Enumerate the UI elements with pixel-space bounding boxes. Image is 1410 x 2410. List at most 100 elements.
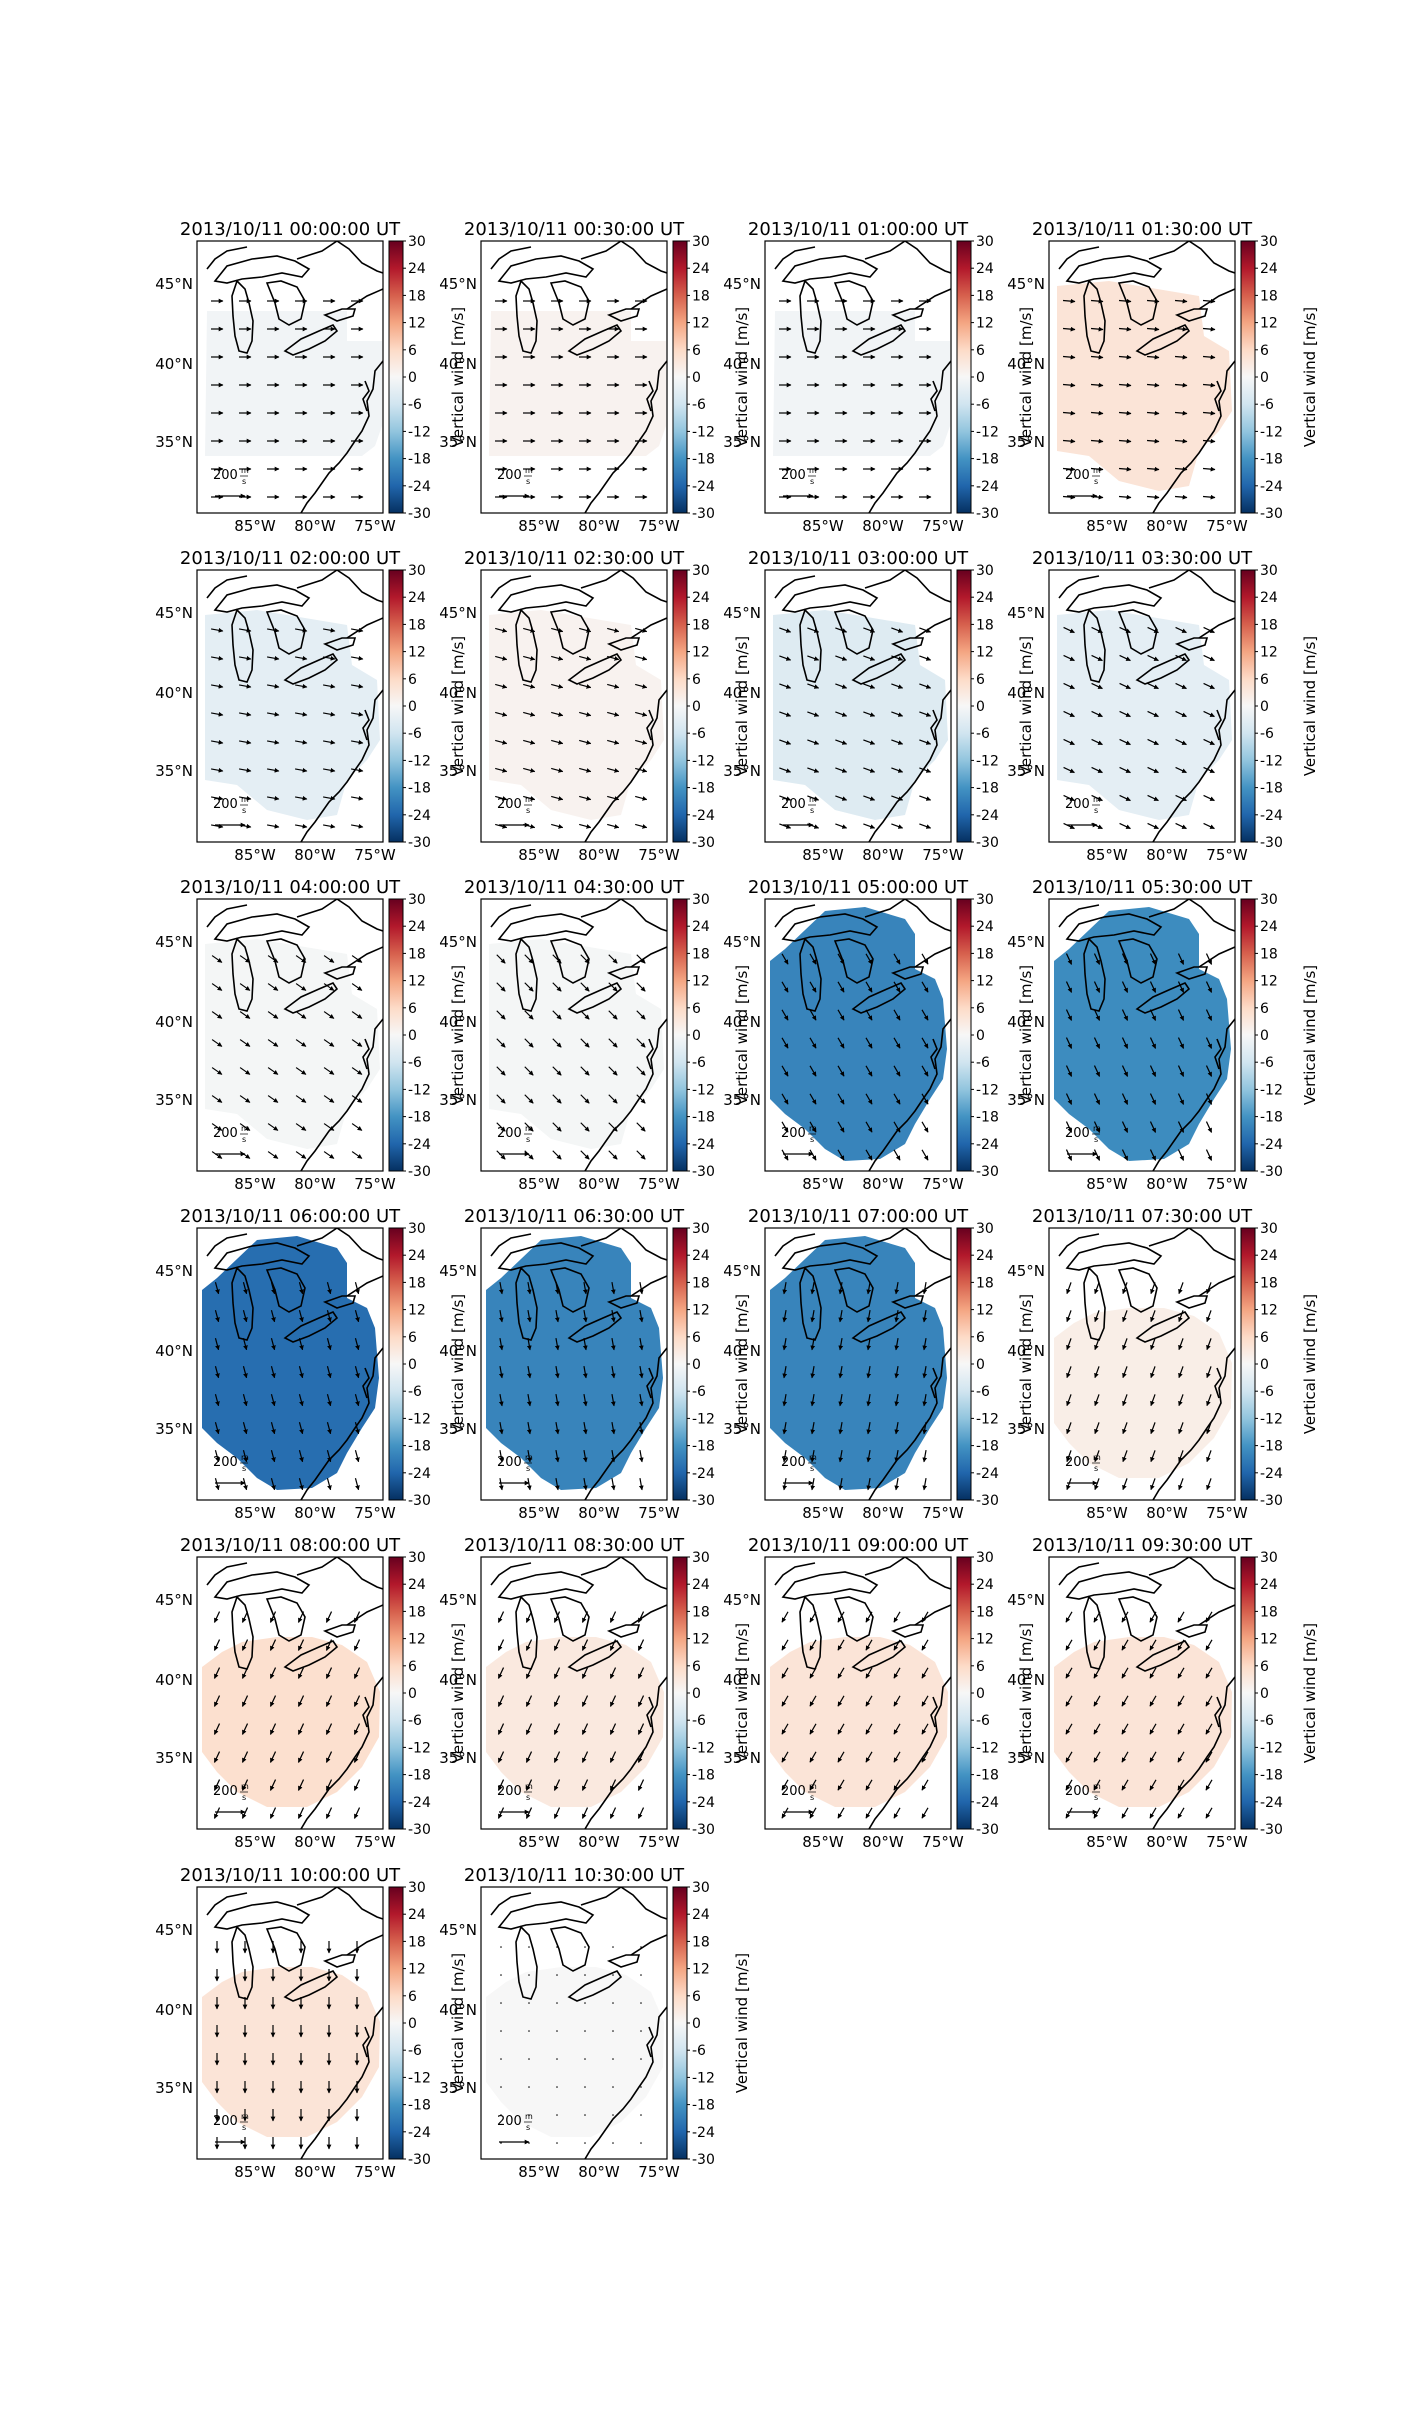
- wind-arrow: [213, 1807, 221, 1819]
- wind-arrow: [1093, 1149, 1101, 1161]
- wind-arrow: [865, 1149, 873, 1161]
- coastline: [567, 1970, 623, 2002]
- lon-tick-label: 80°W: [578, 846, 620, 864]
- wind-arrow: [1178, 1478, 1184, 1491]
- colorbar-label: Vertical wind [m/s]: [733, 307, 751, 447]
- wind-arrow: [554, 1449, 560, 1463]
- wind-arrow: [809, 953, 817, 965]
- map-area: [486, 1228, 667, 1500]
- reference-arrow-label: 200: [781, 468, 806, 483]
- wind-arrow: [1093, 1807, 1101, 1819]
- wind-field-region: [1057, 281, 1232, 491]
- colorbar-tick-label: -6: [976, 1384, 990, 1400]
- colorbar-tick-label: 6: [692, 1989, 701, 2005]
- wind-arrow: [267, 955, 279, 963]
- wind-arrow: [1119, 822, 1131, 830]
- wind-arrow: [1121, 1009, 1129, 1021]
- wind-arrow: [638, 1281, 644, 1295]
- wind-arrow: [1203, 766, 1215, 774]
- reference-unit-denominator: s: [810, 1135, 814, 1144]
- wind-arrow: [1206, 1422, 1212, 1435]
- wind-arrow: [323, 1151, 335, 1159]
- wind-arrow: [294, 823, 308, 829]
- lat-tick-label: 40°N: [439, 355, 477, 373]
- coastline: [300, 1018, 383, 1171]
- wind-arrow: [266, 655, 280, 661]
- wind-arrow: [269, 1611, 277, 1623]
- coastline: [296, 1557, 383, 1626]
- wind-arrow: [523, 655, 536, 661]
- wind-arrow: [552, 1094, 562, 1104]
- wind-arrow: [610, 1477, 616, 1491]
- lat-tick-label: 45°N: [439, 1921, 477, 1939]
- wind-arrow: [552, 1122, 562, 1132]
- wind-arrow: [294, 655, 308, 661]
- lon-tick-label: 85°W: [518, 1833, 560, 1851]
- lon-tick-label: 85°W: [518, 1175, 560, 1193]
- wind-arrow: [1094, 1338, 1100, 1351]
- wind-arrow: [921, 1037, 929, 1049]
- wind-arrow: [863, 627, 876, 633]
- coastline: [1135, 653, 1191, 685]
- coastline: [322, 308, 357, 322]
- colorbar: [1240, 240, 1256, 514]
- lon-tick-label: 75°W: [922, 1504, 964, 1522]
- wind-arrow: [1146, 354, 1160, 360]
- wind-arrow: [894, 1365, 900, 1379]
- wind-arrow: [894, 1449, 900, 1463]
- wind-arrow: [526, 1449, 532, 1463]
- lat-tick-label: 35°N: [155, 1091, 193, 1109]
- wind-arrow: [1093, 1065, 1101, 1077]
- wind-arrow: [1205, 1009, 1213, 1021]
- coastline: [322, 637, 357, 651]
- reference-unit-denominator: s: [810, 1464, 814, 1473]
- wind-arrow: [893, 953, 901, 965]
- colorbar-tick-label: -24: [976, 1466, 999, 1482]
- map-area: [205, 241, 383, 513]
- wind-arrow: [241, 1723, 249, 1735]
- wind-arrow: [266, 767, 280, 773]
- wind-arrow: [1149, 953, 1157, 965]
- wind-arrow: [524, 1122, 534, 1132]
- colorbar-label: Vertical wind [m/s]: [449, 1623, 467, 1763]
- wind-arrow: [807, 711, 820, 717]
- coastline: [231, 279, 254, 354]
- coastline: [515, 608, 538, 683]
- wind-arrow: [893, 1667, 901, 1679]
- wind-arrow: [298, 1338, 304, 1351]
- coastline: [833, 280, 874, 326]
- colorbar: [672, 898, 688, 1172]
- coastline: [213, 255, 311, 284]
- colorbar-tick-label: -18: [1260, 781, 1283, 797]
- lat-tick-label: 40°N: [723, 684, 761, 702]
- reference-arrow-label: 200: [497, 1784, 522, 1799]
- wind-arrow: [781, 1723, 789, 1735]
- wind-arrow: [1203, 626, 1215, 634]
- wind-arrow: [353, 1751, 361, 1763]
- wind-arrow: [579, 711, 592, 717]
- colorbar-label: Vertical wind [m/s]: [1017, 307, 1035, 447]
- wind-arrow: [1177, 1723, 1185, 1735]
- wind-arrow: [294, 711, 308, 717]
- colorbar-tick-label: 0: [408, 1357, 417, 1373]
- lat-tick-label: 35°N: [723, 1749, 761, 1767]
- panel-title: 2013/10/11 05:30:00 UT: [1032, 877, 1253, 898]
- wind-arrow: [837, 1121, 845, 1133]
- wind-arrow: [638, 1477, 644, 1491]
- wind-point: [584, 2114, 586, 2116]
- wind-point: [584, 2086, 586, 2088]
- colorbar-label: Vertical wind [m/s]: [1301, 307, 1319, 447]
- wind-arrow: [809, 1667, 817, 1679]
- wind-arrow: [496, 954, 506, 964]
- wind-field-region: [486, 1236, 663, 1490]
- wind-arrow: [326, 1450, 332, 1463]
- wind-arrow: [1094, 1282, 1100, 1295]
- colorbar-tick-label: 18: [976, 617, 994, 633]
- wind-arrow: [1090, 354, 1104, 360]
- wind-arrow: [1121, 1695, 1129, 1707]
- colorbar-tick-label: 0: [408, 699, 417, 715]
- lon-tick-label: 85°W: [802, 517, 844, 535]
- colorbar-tick-label: -12: [692, 1411, 715, 1427]
- coastline: [646, 1038, 654, 1070]
